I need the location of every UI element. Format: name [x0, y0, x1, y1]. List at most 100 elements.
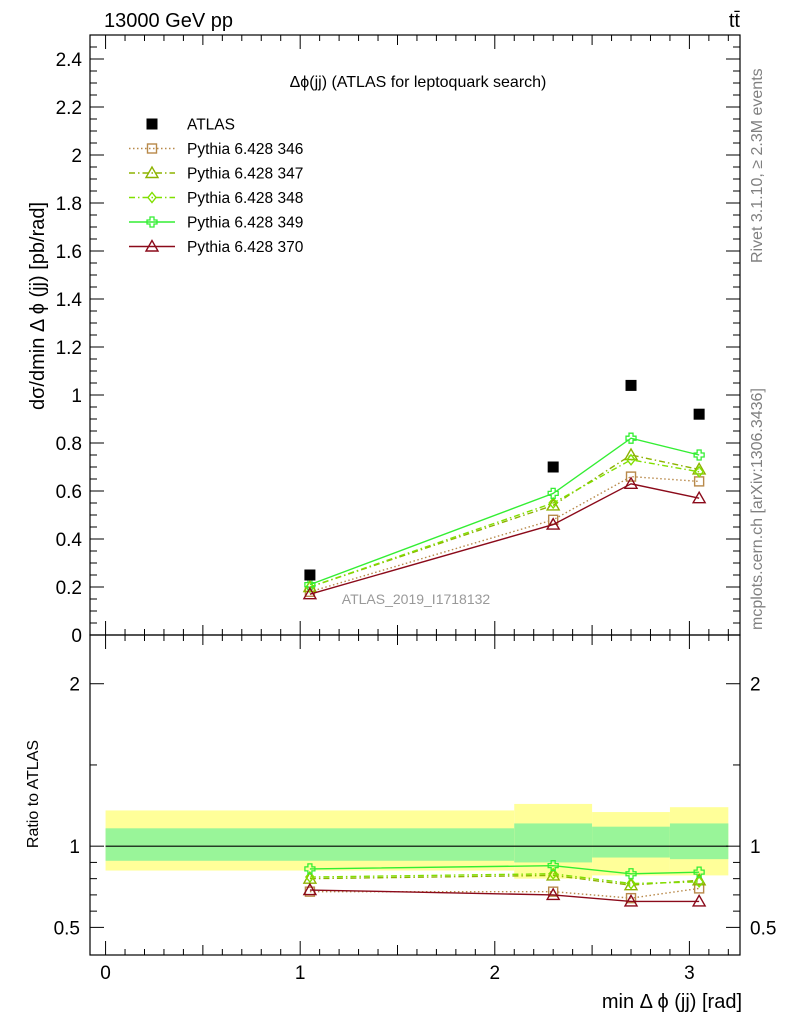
- ratio-data-point: [545, 887, 561, 901]
- y-tick-label: 2.2: [56, 98, 82, 119]
- ratio-series-pythia-6-428-370: [302, 882, 707, 907]
- legend-marker: [146, 118, 158, 130]
- data-point: [694, 465, 705, 478]
- ratio-data-point: [625, 868, 637, 880]
- series-pythia-6-428-370: [302, 476, 707, 600]
- legend-entry: Pythia 6.428 349: [129, 215, 303, 232]
- data-point: [626, 453, 636, 466]
- y-tick-label: 1.6: [56, 242, 82, 263]
- ratio-data-point: [691, 872, 707, 886]
- ratio-data-point: [305, 870, 315, 884]
- data-point: [625, 379, 637, 391]
- series-atlas: [304, 379, 705, 581]
- ratio-band-inner: [669, 823, 729, 860]
- data-point: [693, 408, 705, 420]
- legend: ATLAS Pythia 6.428 346 Pythia 6.428 347 Pyt…: [129, 117, 304, 256]
- ratio-data-point: [626, 877, 636, 890]
- ratio-data-point: [302, 882, 318, 896]
- legend-label: ATLAS: [187, 117, 235, 134]
- y-tick-label: 1.8: [56, 194, 82, 215]
- legend-entry: Pythia 6.428 346: [129, 141, 303, 158]
- plot-title: Δϕ(jj) (ATLAS for leptoquark search): [290, 74, 547, 91]
- legend-entry: Pythia 6.428 370: [129, 239, 304, 256]
- legend-entry: Pythia 6.428 347: [129, 166, 303, 183]
- data-point: [691, 461, 707, 475]
- x-axis-title: min Δ ϕ (jj) [rad]: [602, 991, 742, 1013]
- legend-label: Pythia 6.428 348: [187, 190, 303, 207]
- ratio-band-inner: [105, 828, 515, 861]
- header-right: tt̄: [729, 10, 741, 32]
- y-tick-label: 1.2: [56, 338, 82, 359]
- legend-entry: Pythia 6.428 348: [129, 190, 303, 207]
- y-tick-label: 0: [71, 626, 82, 647]
- series-line: [309, 475, 700, 593]
- x-tick-label: 0: [100, 963, 111, 984]
- y-tick-label: 1: [71, 386, 82, 407]
- legend-marker: [144, 239, 160, 252]
- data-point: [304, 578, 316, 591]
- data-point: [305, 580, 315, 594]
- data-point: [547, 461, 559, 473]
- ratio-data-point: [623, 893, 639, 907]
- y-tick-label: 0.2: [56, 578, 82, 599]
- ratio-bands: [105, 803, 729, 879]
- ratio-y-tick-label: 0.5: [54, 918, 80, 939]
- rivet-note: Rivet 3.1.10, ≥ 2.3M events: [749, 68, 766, 263]
- ratio-band-inner: [514, 823, 593, 863]
- data-point: [693, 476, 705, 487]
- data-point: [625, 432, 637, 444]
- series-line: [309, 459, 700, 588]
- series-line: [309, 454, 700, 588]
- ratio-y-tick-label-right: 1: [750, 837, 761, 858]
- ratio-y-tick-label: 1: [69, 837, 80, 858]
- x-tick-label: 3: [684, 963, 695, 984]
- ratio-series-pythia-6-428-349: [304, 860, 705, 880]
- ratio-y-tick-label-right: 0.5: [750, 918, 776, 939]
- y-tick-label: 0.6: [56, 482, 82, 503]
- legend-marker: [144, 165, 160, 179]
- ratio-y-axis-title: Ratio to ATLAS: [25, 740, 42, 848]
- series-pythia-6-428-348: [305, 453, 705, 594]
- data-point: [693, 449, 705, 461]
- data-point: [623, 447, 639, 461]
- legend-marker: [147, 191, 157, 204]
- x-tick-label: 2: [490, 963, 501, 984]
- ratio-panel: 0 1 2 3 0.5 0.5 1 1 2 2: [54, 634, 776, 984]
- mcplots-note: mcplots.cern.ch [arXiv:1306.3436]: [749, 388, 766, 630]
- ratio-band-inner: [592, 826, 670, 858]
- ratio-data-point: [548, 867, 559, 880]
- ratio-series-line: [309, 889, 700, 903]
- legend-entry: ATLAS: [146, 117, 235, 134]
- ratio-data-point: [625, 892, 637, 904]
- ratio-data-point: [691, 893, 707, 907]
- main-panel: 0 0.2 0.4 0.6 0.8 1 1.2 1.4 1.6 1.8 2 2.2 2.4: [56, 34, 741, 647]
- main-y-axis-title: dσ/dmin Δ ϕ (jj) [pb/rad]: [27, 202, 49, 410]
- legend-marker: [146, 216, 158, 228]
- ratio-data-point: [547, 886, 559, 897]
- ratio-series-line: [309, 873, 700, 885]
- data-point: [623, 476, 639, 489]
- data-point: [691, 490, 707, 504]
- ratio-data-point: [304, 863, 316, 875]
- ratio-y-tick-label: 2: [69, 675, 80, 696]
- legend-label: Pythia 6.428 346: [187, 141, 303, 158]
- y-tick-label: 0.8: [56, 434, 82, 455]
- ratio-data-point: [693, 883, 705, 894]
- legend-marker: [146, 143, 158, 154]
- data-point: [302, 586, 318, 600]
- ratio-data-point: [694, 875, 705, 889]
- watermark: ATLAS_2019_I1718132: [342, 591, 491, 607]
- series-pythia-6-428-349: [304, 432, 705, 591]
- series-line: [309, 437, 700, 586]
- header-left: 13000 GeV pp: [104, 10, 233, 32]
- data-point: [545, 517, 561, 530]
- y-tick-label: 1.4: [56, 290, 83, 311]
- ratio-series-pythia-6-428-348: [305, 867, 705, 890]
- data-point: [304, 569, 316, 581]
- x-tick-label: 1: [295, 963, 306, 984]
- ratio-y-tick-label-right: 2: [750, 675, 761, 696]
- ratio-data-point: [693, 866, 705, 878]
- data-point: [625, 471, 637, 482]
- y-tick-label: 0.4: [56, 530, 83, 551]
